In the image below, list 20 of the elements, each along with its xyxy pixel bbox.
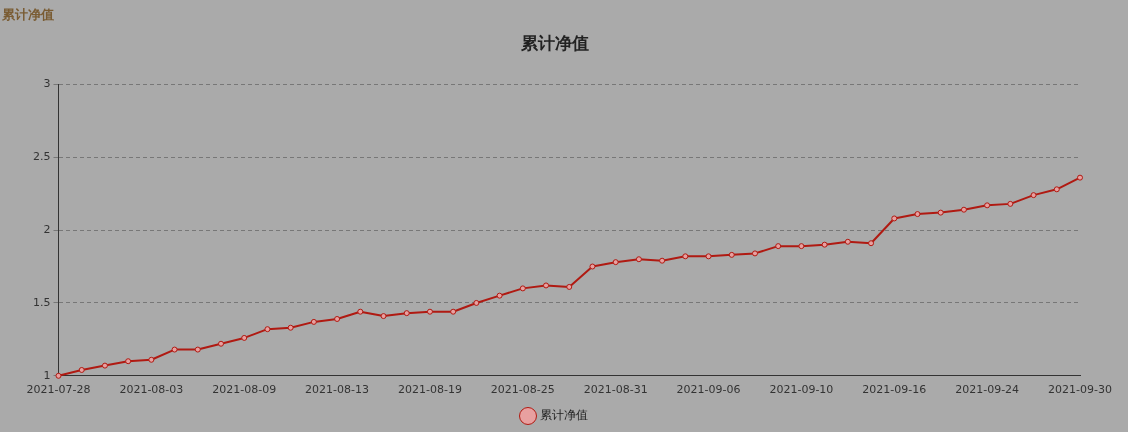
x-tick-label: 2021-09-06 — [676, 383, 741, 397]
x-tick-label: 2021-08-13 — [305, 383, 370, 397]
y-tick-label: 2.5 — [32, 150, 51, 164]
x-tick-label: 2021-08-09 — [212, 383, 277, 397]
chart-title: 累计净值 — [520, 32, 589, 53]
x-tick-label: 2021-08-19 — [397, 383, 462, 397]
x-tick-label: 2021-07-28 — [26, 383, 91, 397]
y-tick-label: 3 — [43, 77, 51, 91]
x-tick-label: 2021-09-24 — [955, 383, 1020, 397]
y-tick-label: 1 — [43, 368, 51, 382]
legend-label: 累计净值 — [540, 408, 588, 423]
x-tick-label: 2021-09-16 — [862, 383, 927, 397]
x-tick-label: 2021-08-25 — [490, 383, 555, 397]
y-tick-label: 1.5 — [32, 295, 51, 309]
x-tick-label: 2021-09-30 — [1048, 383, 1112, 397]
x-tick-label: 2021-08-31 — [583, 383, 648, 397]
x-tick-label: 2021-09-10 — [769, 383, 834, 397]
text: 累计净值 — [2, 6, 54, 24]
x-tick-label: 2021-08-03 — [119, 383, 184, 397]
y-tick-label: 2 — [43, 222, 51, 236]
